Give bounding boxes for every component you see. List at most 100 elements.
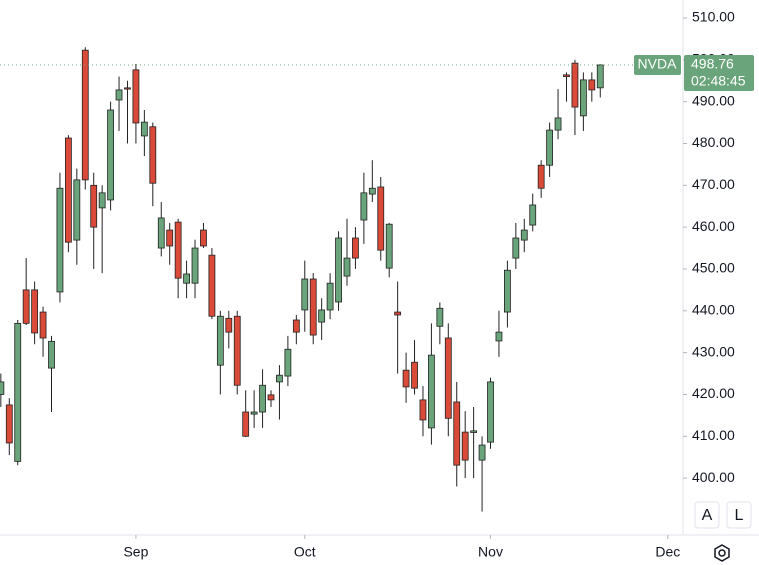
candle-body: [208, 254, 216, 317]
candle-body: [157, 217, 165, 249]
candle-body: [411, 361, 418, 389]
candle-body: [259, 384, 266, 413]
candle-body: [588, 79, 596, 91]
candle-body: [183, 273, 190, 284]
price-tag-bg: [684, 55, 754, 92]
candle-body: [487, 381, 494, 443]
candle-body: [571, 62, 579, 108]
candle-body: [301, 278, 309, 311]
candle-body: [428, 354, 435, 429]
gear-hole: [718, 549, 726, 557]
candle-body: [39, 311, 47, 339]
candle-body: [216, 315, 224, 366]
candle-body: [250, 411, 258, 415]
candle-body: [546, 129, 554, 166]
candle-body: [596, 64, 604, 89]
candle-body: [115, 89, 123, 101]
candle-body: [149, 126, 157, 184]
y-tick-label: 470.00: [692, 176, 735, 192]
candle-body: [360, 192, 368, 221]
y-tick-label: 440.00: [692, 301, 735, 317]
candle-body: [377, 186, 385, 251]
candle-body: [31, 289, 39, 334]
candle-body: [318, 309, 326, 323]
candle-body: [579, 79, 587, 117]
price-tag: 498.76: [691, 56, 734, 72]
candle-body: [132, 69, 140, 124]
candle-body: [478, 444, 486, 461]
symbol-tag-bg: [634, 55, 681, 76]
candle-body: [56, 187, 64, 293]
candle-body: [520, 229, 528, 241]
candle-body: [563, 74, 570, 77]
candle-body: [284, 348, 292, 377]
button-label: A: [702, 507, 713, 524]
candle-body: [5, 404, 13, 444]
button-frame: [726, 501, 752, 529]
gear-shape: [714, 544, 730, 562]
candle-body: [554, 117, 562, 131]
symbol-tag: NVDA: [638, 56, 678, 72]
candle-body: [98, 192, 106, 209]
candle-body: [107, 109, 114, 201]
candle-body: [368, 187, 376, 195]
candle-body: [402, 369, 410, 388]
x-tick-label: Oct: [294, 544, 316, 560]
candle-body: [267, 394, 275, 401]
candle-body: [292, 319, 300, 333]
candle-body: [309, 278, 317, 336]
button-label: L: [735, 507, 744, 524]
candle-body: [0, 381, 5, 395]
candle-body: [174, 221, 182, 279]
y-tick-label: 430.00: [692, 343, 735, 359]
candle-body: [335, 237, 342, 303]
candle-body: [394, 311, 402, 316]
candle-body: [470, 430, 478, 433]
candle-body: [124, 87, 131, 90]
y-tick-label: 460.00: [692, 218, 735, 234]
candle-body: [48, 340, 55, 369]
y-tick-label: 490.00: [692, 92, 735, 108]
candle-body: [200, 229, 207, 247]
candle-body: [233, 315, 241, 386]
y-tick-label: 450.00: [692, 260, 735, 276]
scale-button[interactable]: A: [694, 501, 720, 529]
candle-body: [242, 411, 250, 437]
candle-body: [444, 337, 452, 419]
candle-body: [225, 317, 233, 333]
candle-body: [436, 307, 444, 327]
candle-body: [352, 237, 359, 259]
candle-body: [140, 121, 148, 137]
candle-body: [14, 322, 22, 462]
y-tick-label: 410.00: [692, 427, 735, 443]
button-frame: [694, 501, 720, 529]
candle-body: [191, 247, 199, 284]
candle-body: [495, 331, 503, 342]
countdown: 02:48:45: [691, 73, 746, 89]
x-tick-label: Dec: [655, 544, 680, 560]
candle-body: [419, 399, 427, 421]
y-tick-label: 420.00: [692, 385, 735, 401]
candle-body: [453, 401, 461, 466]
x-tick-label: Nov: [478, 544, 503, 560]
candle-body: [166, 229, 174, 247]
candle-body: [461, 431, 469, 461]
candle-body: [537, 164, 545, 189]
candle-body: [73, 179, 81, 241]
candle-body: [343, 257, 351, 277]
y-tick-label: 480.00: [692, 134, 735, 150]
candle-body: [276, 374, 283, 383]
candle-body: [529, 204, 537, 226]
y-tick-label: 400.00: [692, 469, 735, 485]
candle-body: [22, 289, 30, 324]
scale-button[interactable]: L: [726, 501, 752, 529]
settings-icon[interactable]: [714, 544, 730, 562]
candle-body: [81, 49, 89, 181]
candle-body: [512, 237, 520, 259]
x-tick-label: Sep: [123, 544, 148, 560]
candle-body: [503, 269, 511, 313]
candle-body: [385, 223, 393, 269]
candle-body: [326, 282, 334, 311]
candle-body: [90, 184, 98, 228]
